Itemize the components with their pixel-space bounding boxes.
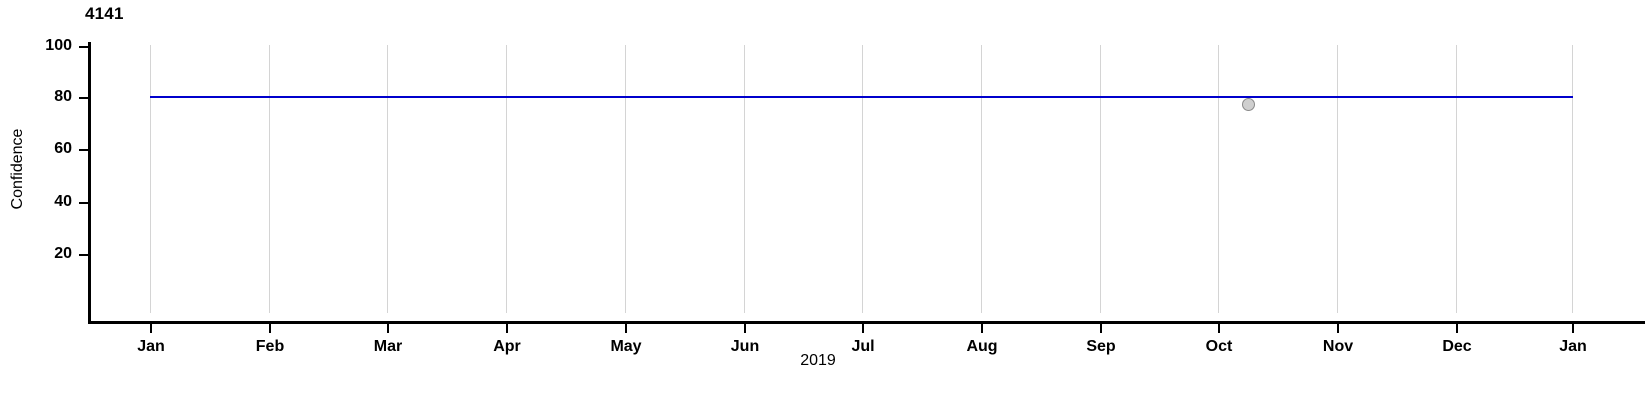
- x-tick-mark: [1572, 324, 1574, 333]
- x-tick-mark: [862, 324, 864, 333]
- series-line-confidence-threshold: [150, 96, 1573, 98]
- x-tick-label: Mar: [373, 338, 403, 355]
- gridline: [506, 45, 507, 313]
- x-tick-mark: [625, 324, 627, 333]
- y-tick-mark: [79, 202, 88, 204]
- y-tick-label: 80: [54, 88, 72, 105]
- x-axis-label-text: 2019: [800, 352, 836, 369]
- x-tick-label: Jan: [137, 338, 165, 355]
- x-tick-label: Jun: [730, 338, 760, 355]
- gridline: [269, 45, 270, 313]
- x-tick-mark: [150, 324, 152, 333]
- y-tick-label: 60: [54, 140, 72, 157]
- page-title: 4141: [85, 4, 124, 23]
- x-tick-mark: [269, 324, 271, 333]
- x-tick-mark: [1337, 324, 1339, 333]
- gridline: [981, 45, 982, 313]
- y-axis-label-text: Confidence: [9, 128, 26, 210]
- y-tick-mark: [79, 254, 88, 256]
- x-tick-label: Apr: [493, 338, 521, 355]
- x-tick-mark: [1100, 324, 1102, 333]
- x-axis-spine: [88, 321, 1645, 324]
- y-tick-mark: [79, 97, 88, 99]
- gridline: [1456, 45, 1457, 313]
- x-tick-label: May: [610, 338, 642, 355]
- gridline: [1572, 45, 1573, 313]
- gridline: [1100, 45, 1101, 313]
- gridline: [1218, 45, 1219, 313]
- x-tick-label: Oct: [1205, 338, 1233, 355]
- y-tick-label: 100: [45, 37, 72, 54]
- x-tick-label: Aug: [966, 338, 998, 355]
- x-tick-mark: [387, 324, 389, 333]
- y-axis-spine: [88, 42, 91, 324]
- gridline: [744, 45, 745, 313]
- gridline: [862, 45, 863, 313]
- y-tick-mark: [79, 149, 88, 151]
- x-tick-mark: [1456, 324, 1458, 333]
- gridline: [1337, 45, 1338, 313]
- data-point-marker[interactable]: [1242, 98, 1255, 111]
- gridline: [387, 45, 388, 313]
- x-tick-mark: [1218, 324, 1220, 333]
- y-tick-label: 20: [54, 245, 72, 262]
- y-tick-label: 40: [54, 193, 72, 210]
- gridline: [150, 45, 151, 313]
- x-tick-mark: [744, 324, 746, 333]
- x-tick-label: Jul: [851, 338, 875, 355]
- x-tick-label: Nov: [1322, 338, 1354, 355]
- x-tick-mark: [506, 324, 508, 333]
- y-tick-mark: [79, 46, 88, 48]
- x-tick-label: Sep: [1086, 338, 1116, 355]
- gridline: [625, 45, 626, 313]
- x-tick-mark: [981, 324, 983, 333]
- x-tick-label: Feb: [255, 338, 285, 355]
- x-tick-label: Jan: [1559, 338, 1587, 355]
- x-tick-label: Dec: [1442, 338, 1472, 355]
- y-axis-label: Confidence: [9, 99, 27, 239]
